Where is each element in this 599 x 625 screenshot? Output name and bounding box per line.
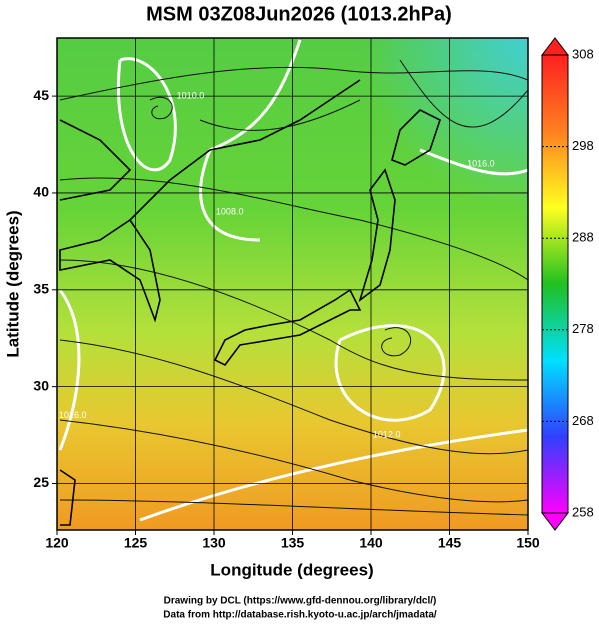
contour-label: 1010.0: [177, 90, 205, 100]
contour-label: 1008.0: [216, 207, 244, 217]
y-tick-label: 30: [33, 377, 49, 393]
chart-title: MSM 03Z08Jun2026 (1013.2hPa): [146, 3, 452, 25]
y-tick-label: 25: [33, 474, 49, 490]
colorbar-tick-label: 278: [572, 321, 594, 336]
x-tick-label: 140: [359, 535, 383, 551]
colorbar: [541, 54, 569, 514]
y-tick-label: 35: [33, 281, 49, 297]
contour-label: 1016.0: [59, 410, 87, 420]
colorbar-tick-label: 258: [572, 504, 594, 519]
x-tick-label: 120: [45, 535, 69, 551]
x-axis-label: Longitude (degrees): [210, 560, 373, 579]
y-tick-label: 45: [33, 87, 49, 103]
x-tick-label: 135: [281, 535, 305, 551]
colorbar-arrow: [540, 512, 570, 531]
colorbar-arrow: [540, 37, 570, 56]
colorbar-tick-label: 288: [572, 230, 594, 245]
contour-label: 1016.0: [467, 158, 495, 168]
colorbar-tick-label: 268: [572, 413, 594, 428]
x-tick-label: 145: [438, 535, 462, 551]
x-tick-label: 130: [202, 535, 226, 551]
x-tick-label: 125: [124, 535, 148, 551]
y-axis-label: Latitude (degrees): [3, 210, 22, 357]
y-tick-label: 40: [33, 184, 49, 200]
credit: Drawing by DCL (https://www.gfd-dennou.o…: [164, 596, 437, 607]
colorbar-tick-label: 308: [572, 46, 594, 61]
colorbar-tick-label: 298: [572, 138, 594, 153]
credit: Data from http://database.rish.kyoto-u.a…: [163, 610, 437, 621]
x-tick-label: 150: [516, 535, 540, 551]
contour-label: 1012.0: [373, 429, 401, 439]
